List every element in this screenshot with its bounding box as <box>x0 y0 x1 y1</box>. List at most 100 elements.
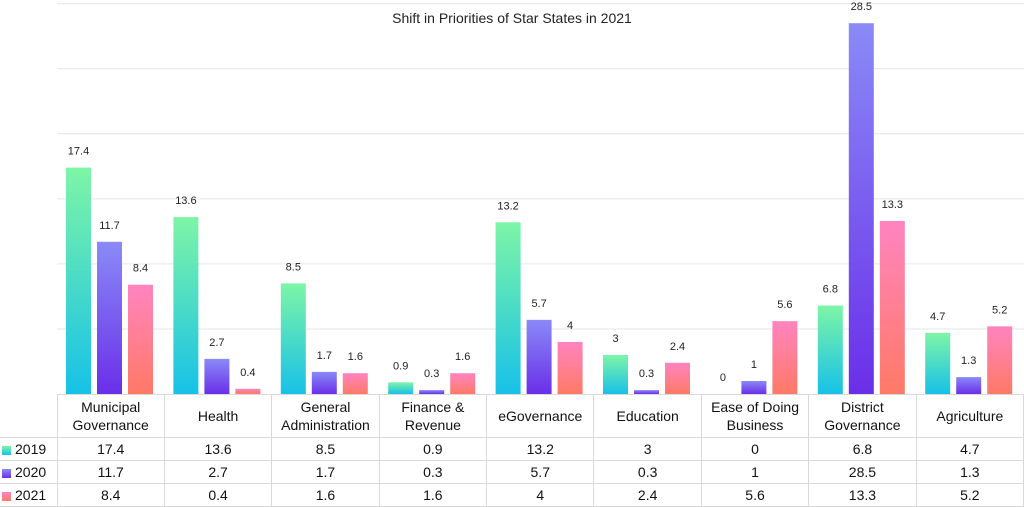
data-label: 0 <box>720 372 726 384</box>
table-cell: 6.8 <box>808 437 917 461</box>
category-label-text: General Administration <box>281 399 370 433</box>
table-cell: 4 <box>486 483 595 507</box>
data-label: 1.6 <box>455 351 470 363</box>
data-label: 0.9 <box>393 360 408 372</box>
bar-2020 <box>526 319 552 394</box>
bar-2019 <box>173 217 199 394</box>
table-cell: 13.3 <box>808 483 917 507</box>
data-label: 2.4 <box>670 341 685 353</box>
data-label: 0.4 <box>240 367 255 379</box>
data-label: 2.7 <box>209 337 224 349</box>
category-label: District Governance <box>808 394 917 438</box>
table-cell: 1.3 <box>915 460 1024 484</box>
table-cell: 0 <box>700 437 810 461</box>
table-cell: 28.5 <box>808 460 917 484</box>
data-label: 4 <box>567 320 573 332</box>
data-label: 0.3 <box>424 368 439 380</box>
bar-2021 <box>450 373 476 394</box>
data-label: 1.6 <box>348 351 363 363</box>
bar-2021 <box>987 326 1013 394</box>
table-corner <box>0 394 58 438</box>
legend-label: 2021 <box>15 487 47 503</box>
data-label: 17.4 <box>68 146 89 158</box>
data-label: 1.3 <box>961 355 976 367</box>
data-label: 1.7 <box>317 350 332 362</box>
category-label-text: eGovernance <box>498 408 583 424</box>
table-row: 2020 11.7 2.7 1.7 0.3 5.7 0.3 1 28.5 1.3 <box>0 460 1024 484</box>
legend-swatch <box>2 446 11 455</box>
table-cell: 1.6 <box>378 483 488 507</box>
legend-entry: 2019 <box>0 437 58 461</box>
table-cell: 5.6 <box>700 483 810 507</box>
data-label: 13.3 <box>882 199 903 211</box>
table-cell: 0.9 <box>378 437 488 461</box>
category-label: eGovernance <box>486 394 595 438</box>
bar-2019 <box>66 167 91 394</box>
data-label: 5.7 <box>531 298 546 310</box>
bar-2020 <box>956 377 982 394</box>
category-label: Municipal Governance <box>56 394 165 438</box>
bar-2019 <box>817 305 843 394</box>
category-label: Finance & Revenue <box>378 394 488 438</box>
bar-2019 <box>280 283 306 394</box>
category-label: Health <box>163 394 273 438</box>
table-cell: 13.2 <box>486 437 595 461</box>
category-label-text: Health <box>197 408 239 424</box>
table-cell: 3 <box>593 437 702 461</box>
data-label: 8.4 <box>133 263 148 275</box>
gridlines <box>57 3 1024 330</box>
bar-2020 <box>311 371 337 394</box>
data-label: 4.7 <box>930 311 945 323</box>
category-label-text: Finance & Revenue <box>401 399 465 433</box>
legend-label: 2019 <box>15 441 47 457</box>
category-label-text: Agriculture <box>936 408 1004 424</box>
category-label: Education <box>593 394 702 438</box>
category-label-text: District Governance <box>824 399 901 433</box>
table-cell: 11.7 <box>56 460 165 484</box>
table-row: 2021 8.4 0.4 1.6 1.6 4 2.4 5.6 13.3 5.2 <box>0 483 1024 507</box>
legend-entry: 2021 <box>0 483 58 507</box>
bar-2021 <box>235 388 261 394</box>
table-cell: 1 <box>700 460 810 484</box>
bar-2020 <box>634 390 659 394</box>
bar-2021 <box>879 220 905 394</box>
bar-2021 <box>557 341 583 394</box>
bar-2019 <box>603 354 628 394</box>
table-cell: 8.5 <box>271 437 380 461</box>
data-label: 1 <box>751 359 757 371</box>
category-label-text: Municipal Governance <box>72 399 149 433</box>
chart-title: Shift in Priorities of Star States in 20… <box>392 10 632 26</box>
data-label: 11.7 <box>99 220 120 232</box>
data-labels: 17.4 11.7 8.4 13.6 2.7 0.4 8.5 1.7 1.6 0.9 0.3 1.6 1… <box>68 1 1008 384</box>
table-cell: 8.4 <box>56 483 165 507</box>
bar-2020 <box>419 390 445 394</box>
data-label: 5.2 <box>992 304 1007 316</box>
category-label: General Administration <box>271 394 380 438</box>
table-cell: 0.4 <box>163 483 273 507</box>
table-cell: 4.7 <box>915 437 1024 461</box>
chart-plot-area: 17.4 11.7 8.4 13.6 2.7 0.4 8.5 1.7 1.6 0.9 0.3 1.6 1… <box>57 1 1024 394</box>
bar-2021 <box>772 321 798 394</box>
data-label: 8.5 <box>286 261 301 273</box>
bar-2019 <box>388 382 414 394</box>
legend-swatch <box>2 469 11 478</box>
data-label: 0.3 <box>639 368 654 380</box>
bar-2020 <box>204 358 230 394</box>
table-cell: 1.7 <box>271 460 380 484</box>
table-cell: 5.2 <box>915 483 1024 507</box>
bar-2021 <box>342 373 368 394</box>
category-label-text: Ease of Doing Business <box>711 399 800 433</box>
category-label-text: Education <box>616 408 679 424</box>
table-cell: 0.3 <box>593 460 702 484</box>
bar-2019 <box>925 332 951 394</box>
category-label: Agriculture <box>915 394 1024 438</box>
legend-entry: 2020 <box>0 460 58 484</box>
data-label: 3 <box>612 333 618 345</box>
data-label: 13.2 <box>497 200 518 212</box>
bar-2020 <box>848 23 874 394</box>
category-label: Ease of Doing Business <box>700 394 810 438</box>
bar-2020 <box>97 241 122 394</box>
table-cell: 1.6 <box>271 483 380 507</box>
bars <box>66 23 1013 394</box>
table-row: 2019 17.4 13.6 8.5 0.9 13.2 3 0 6.8 4.7 <box>0 437 1024 461</box>
